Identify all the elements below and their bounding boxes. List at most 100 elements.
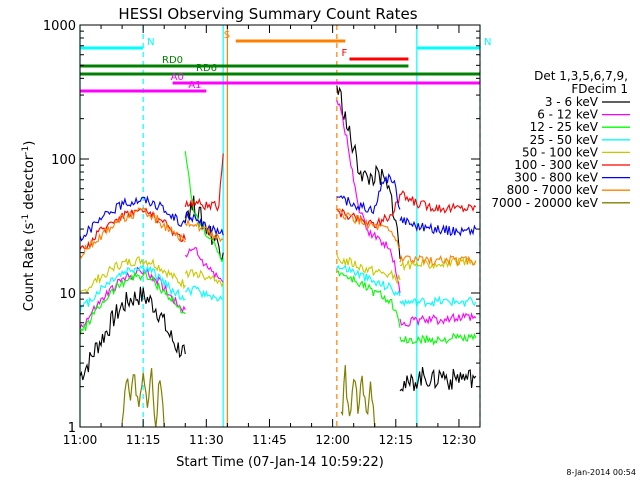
legend-entry-2: 6 - 12 keV — [537, 108, 630, 122]
y-axis-label: Count Rate (s-1 detector-1) — [21, 141, 37, 312]
legend-entry-label: 50 - 100 keV — [522, 145, 599, 159]
flag-label-a0: A0 — [171, 72, 184, 83]
legend-entry-label: 100 - 300 keV — [514, 158, 598, 172]
series-9 — [121, 365, 376, 427]
legend-title-line2: FDecim 1 — [571, 82, 628, 96]
legend-entry-8: 800 - 7000 keV — [507, 183, 630, 197]
flag-label-rd6: RD6 — [196, 63, 217, 74]
y-tick-label: 10 — [59, 287, 76, 302]
flag-bar-n-2: N — [416, 37, 491, 50]
flag-label-n: N — [484, 37, 491, 48]
series-2-segment-3 — [336, 99, 401, 294]
plot-frame — [79, 24, 481, 428]
series-8 — [80, 207, 477, 267]
series-8-segment-4 — [399, 254, 477, 267]
x-axis-label: Start Time (07-Jan-14 10:59:22) — [176, 455, 384, 470]
flag-label-s: S — [224, 30, 230, 41]
series-4-segment-1 — [80, 263, 186, 314]
x-tick-label: 11:15 — [126, 433, 161, 447]
series-2-segment-2 — [184, 246, 224, 283]
x-tick-label: 11:30 — [189, 433, 224, 447]
series-8-segment-2 — [184, 219, 224, 243]
series-4 — [80, 263, 477, 314]
legend-entry-label: 6 - 12 keV — [537, 108, 599, 122]
series-layer — [80, 85, 477, 427]
series-6-segment-2 — [184, 153, 224, 212]
x-tick-label: 12:30 — [442, 433, 477, 447]
x-tick-label: 12:15 — [378, 433, 413, 447]
series-3 — [80, 151, 477, 346]
series-7-segment-3 — [336, 172, 401, 215]
x-tick-label: 11:00 — [63, 433, 98, 447]
series-8-segment-1 — [80, 207, 186, 259]
series-7-segment-1 — [80, 195, 186, 242]
plot-area: N N S F RD0 RD6 A0 A1 — [79, 24, 491, 428]
series-9-segment-2 — [340, 365, 376, 427]
flag-bar-a0-7: A0 — [171, 72, 480, 85]
y-tick-label: 100 — [51, 153, 76, 168]
y-axis: 1 10 100 1000 — [43, 19, 480, 436]
chart-title: HESSI Observing Summary Count Rates — [118, 5, 417, 23]
series-1-segment-1 — [80, 286, 186, 381]
legend-entry-label: 3 - 6 keV — [545, 95, 599, 109]
x-tick-label: 11:45 — [252, 433, 287, 447]
series-7-segment-2 — [184, 211, 224, 236]
legend-entry-6: 100 - 300 keV — [514, 158, 630, 172]
series-6-segment-3 — [336, 193, 401, 228]
series-4-segment-3 — [336, 264, 401, 297]
y-tick-label: 1 — [68, 421, 76, 436]
series-9-segment-1 — [121, 368, 165, 427]
legend-entry-1: 3 - 6 keV — [545, 95, 630, 109]
legend-entry-3: 12 - 25 keV — [530, 120, 630, 134]
flag-bars: N N S F RD0 RD6 A0 A1 — [80, 30, 491, 93]
series-7-segment-4 — [399, 215, 477, 237]
legend-entry-9: 7000 - 20000 keV — [491, 196, 630, 210]
legend-entry-7: 300 - 800 keV — [514, 171, 630, 185]
legend-entry-4: 25 - 50 keV — [530, 133, 630, 147]
flag-label-n: N — [147, 37, 154, 48]
y-tick-label: 1000 — [43, 19, 76, 34]
series-4-segment-2 — [184, 285, 224, 302]
series-3-segment-3 — [336, 270, 401, 328]
series-5-segment-1 — [80, 256, 186, 295]
footer-datestamp: 8-Jan-2014 00:54 — [566, 468, 636, 477]
flag-bar-s-3: S — [224, 30, 346, 43]
flag-bar-f-4: F — [341, 48, 409, 61]
flag-bar-rd0-5: RD0 — [80, 55, 409, 68]
series-5-segment-3 — [336, 253, 401, 285]
vertical-markers — [79, 25, 481, 427]
series-2-segment-4 — [399, 312, 477, 327]
y-axis-label-end: ) — [22, 141, 37, 146]
series-6-segment-4 — [399, 190, 477, 214]
flag-label-rd0: RD0 — [162, 55, 183, 66]
series-3-segment-1 — [80, 270, 186, 337]
flag-bar-rd6-6: RD6 — [80, 63, 480, 76]
legend-entry-label: 800 - 7000 keV — [507, 183, 599, 197]
series-1-segment-3 — [336, 85, 401, 259]
legend-entry-label: 300 - 800 keV — [514, 171, 598, 185]
flag-bar-n-1: N — [80, 37, 155, 50]
series-5-segment-2 — [184, 269, 224, 288]
legend-entry-label: 25 - 50 keV — [530, 133, 599, 147]
legend-entry-label: 7000 - 20000 keV — [491, 196, 598, 210]
series-4-segment-4 — [399, 295, 477, 308]
flag-bar-a1-8: A1 — [80, 80, 207, 93]
legend-entry-5: 50 - 100 keV — [522, 145, 630, 159]
series-8-segment-3 — [336, 208, 401, 249]
series-7 — [80, 172, 477, 242]
series-5 — [80, 253, 477, 295]
flag-label-a1: A1 — [188, 80, 201, 91]
flag-label-f: F — [341, 48, 347, 59]
y-axis-label-mid: detector — [22, 154, 37, 214]
y-axis-label-sup1: -1 — [21, 214, 31, 223]
x-tick-label: 12:00 — [315, 433, 350, 447]
series-3-segment-4 — [399, 332, 477, 346]
y-axis-label-sup2: -1 — [21, 146, 31, 155]
legend-title-line1: Det 1,3,5,6,7,9, — [534, 69, 628, 83]
x-axis: 11:00 11:15 11:30 11:45 12:00 12:15 12:30 — [63, 25, 481, 447]
series-1-segment-4 — [399, 367, 477, 392]
series-5-segment-4 — [399, 257, 477, 272]
